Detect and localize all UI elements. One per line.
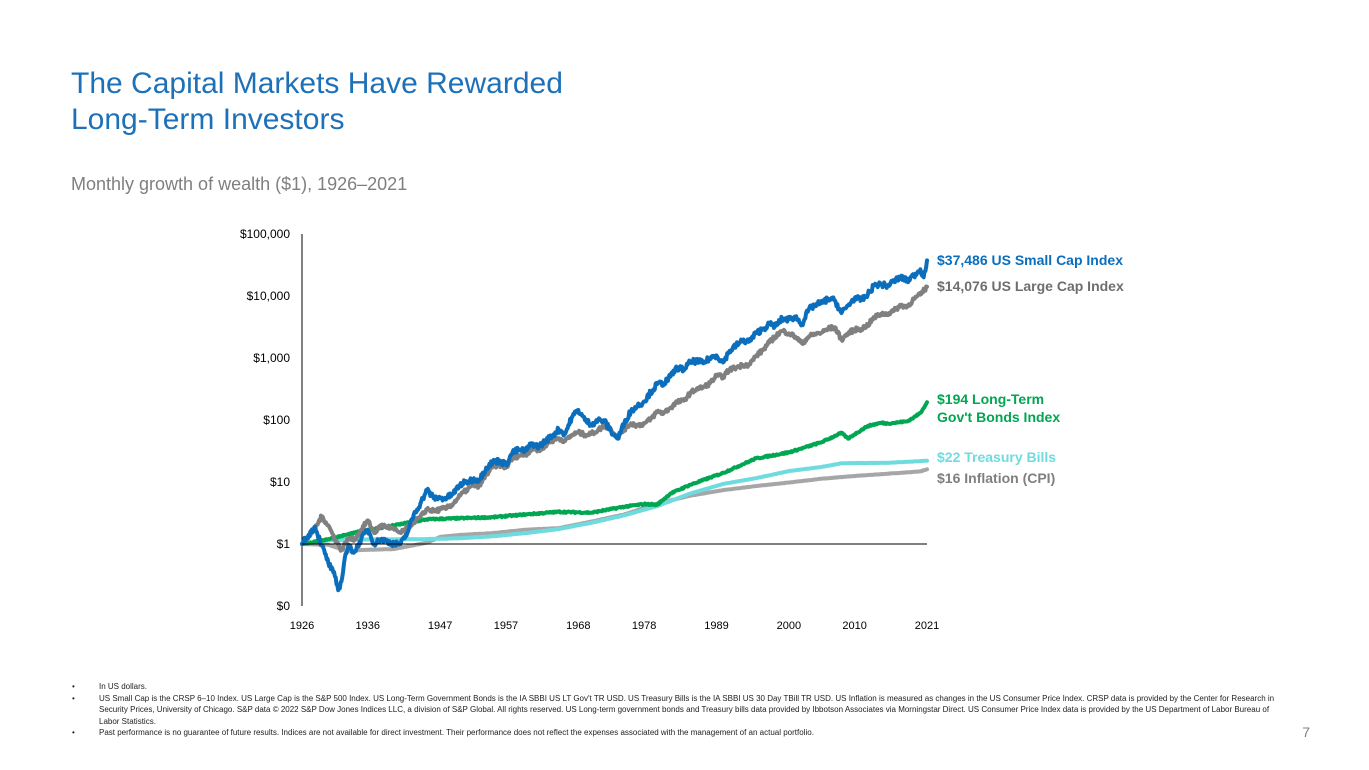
series-line-2: [300, 400, 929, 546]
slide-title-line-1: The Capital Markets Have Rewarded: [71, 67, 563, 100]
x-tick-label: 1978: [632, 620, 656, 632]
x-tick-label: 1989: [704, 620, 728, 632]
y-tick-label: $1,000: [253, 351, 290, 365]
x-tick-label: 2010: [842, 620, 866, 632]
y-tick-label: $100,000: [240, 227, 290, 241]
series-end-label: $22 Treasury Bills: [937, 449, 1056, 465]
page-number: 7: [1302, 724, 1310, 740]
y-tick-label: $10: [270, 475, 290, 489]
slide-subtitle: Monthly growth of wealth ($1), 1926–2021: [71, 174, 408, 194]
x-tick-label: 1947: [428, 620, 452, 632]
y-tick-label: $1: [277, 537, 291, 551]
footnotes: In US dollars. US Small Cap is the CRSP …: [70, 681, 1290, 739]
slide-title: The Capital Markets Have Rewarded Long-T…: [71, 66, 563, 138]
footnote-1: In US dollars.: [70, 681, 1290, 693]
series-line-0: [300, 258, 929, 593]
slide-title-line-2: Long-Term Investors: [71, 103, 345, 136]
series-end-label: $16 Inflation (CPI): [937, 470, 1055, 486]
footnote-3: Past performance is no guarantee of futu…: [70, 727, 1290, 739]
x-tick-label: 1926: [290, 620, 314, 632]
x-tick-label: 2000: [777, 620, 801, 632]
series-end-label: $14,076 US Large Cap Index: [937, 278, 1124, 294]
series-end-label: $194 Long-Term: [937, 391, 1044, 407]
series-end-label: $37,486 US Small Cap Index: [937, 252, 1123, 268]
x-tick-label: 1957: [494, 620, 518, 632]
x-tick-label: 1936: [356, 620, 380, 632]
x-tick-label: 2021: [915, 620, 939, 632]
x-tick-label: 1968: [566, 620, 590, 632]
series-end-label: Gov't Bonds Index: [937, 409, 1060, 425]
footnote-2: US Small Cap is the CRSP 6–10 Index. US …: [70, 693, 1290, 728]
y-tick-label: $100: [263, 413, 290, 427]
y-tick-label: $10,000: [247, 289, 291, 303]
series-line-1: [300, 284, 929, 553]
y-tick-label: $0: [277, 599, 291, 613]
growth-of-wealth-chart: $0 $1 $10 $100 $1,000 $10,000 $100,000 1926 1936…: [240, 227, 1124, 632]
